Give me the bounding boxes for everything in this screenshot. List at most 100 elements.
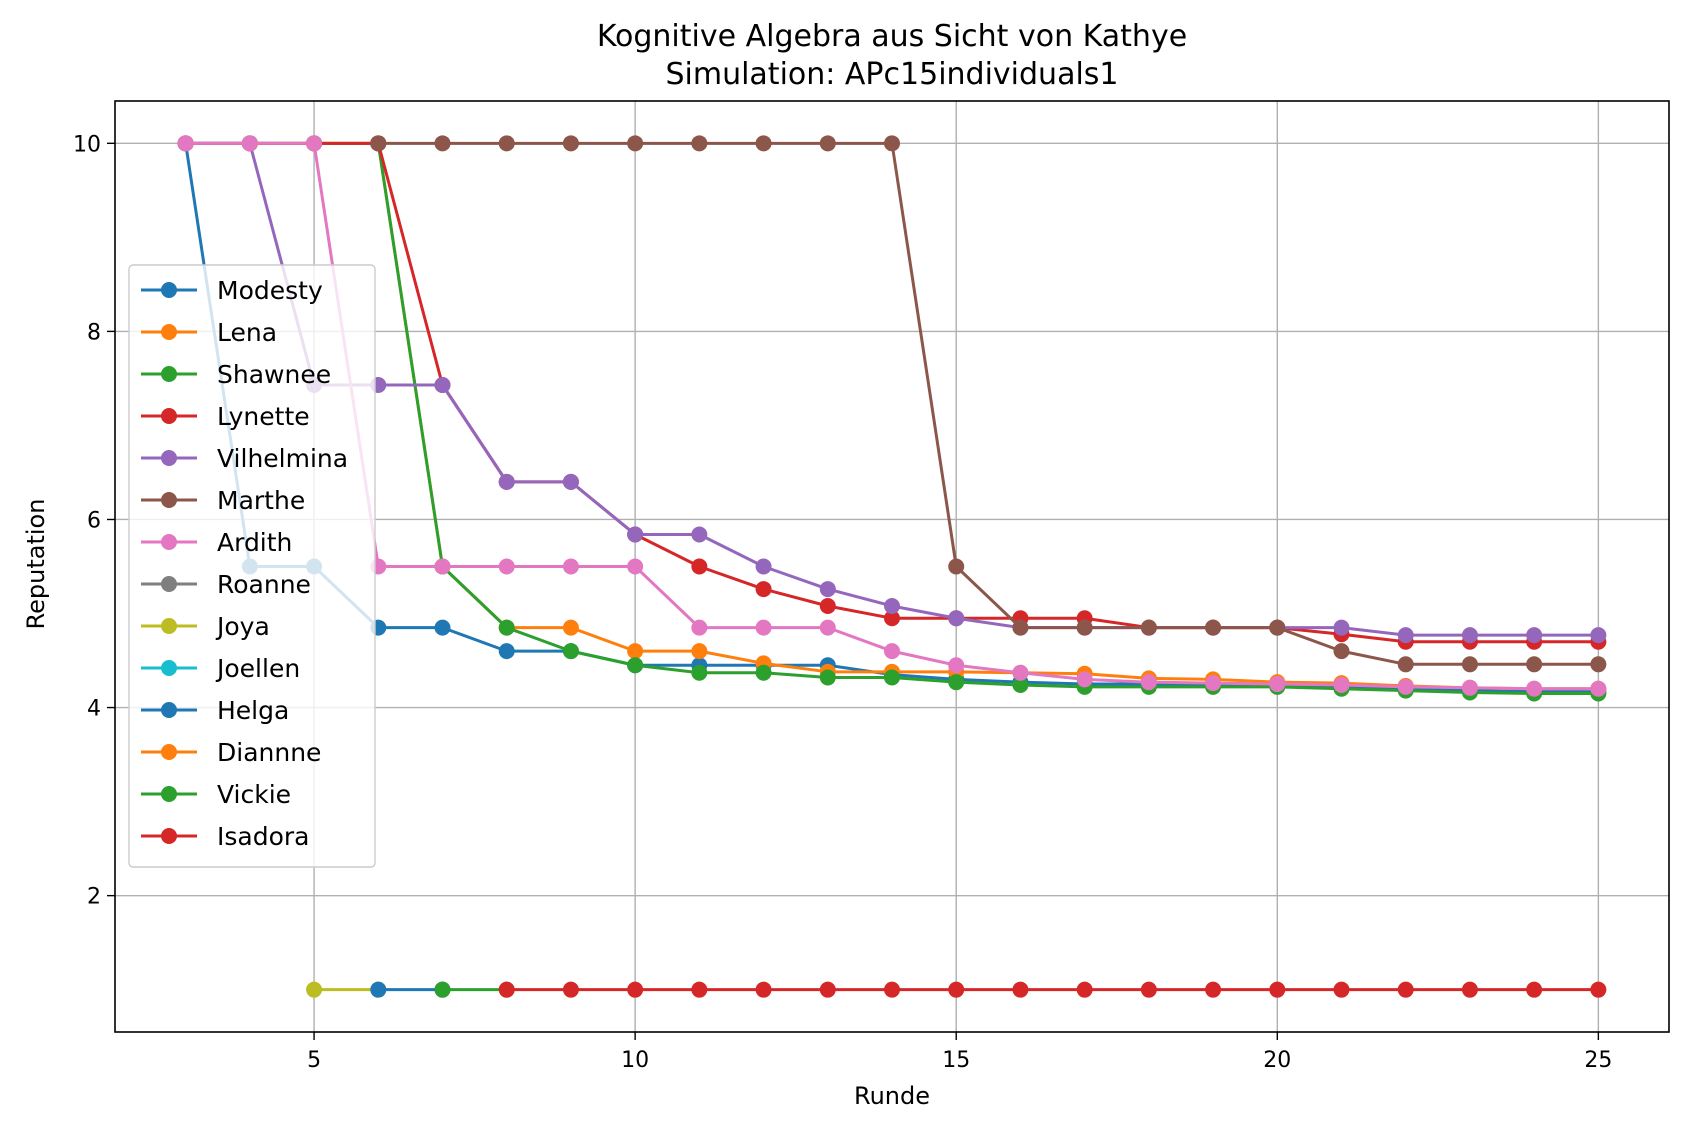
data-point (819, 619, 836, 636)
legend-item: Diannne (141, 738, 321, 767)
data-point (1012, 619, 1029, 636)
y-tick-label: 10 (73, 132, 101, 157)
legend-item: Lena (141, 318, 277, 347)
legend-item: Isadora (141, 822, 309, 851)
data-point (884, 669, 900, 686)
y-tick-label: 6 (87, 508, 101, 533)
data-point (691, 558, 708, 575)
x-tick-label: 15 (942, 1048, 970, 1073)
data-point (562, 619, 579, 636)
data-point (819, 135, 836, 152)
legend-item: Marthe (141, 486, 305, 515)
legend-item: Roanne (141, 570, 311, 599)
x-tick-label: 10 (621, 1048, 649, 1073)
data-point (691, 526, 708, 543)
data-point (177, 135, 194, 152)
data-point (562, 558, 579, 575)
data-point (434, 135, 451, 152)
data-point (755, 981, 772, 998)
data-point (819, 581, 836, 598)
data-point (1526, 627, 1543, 644)
legend-item: Helga (141, 696, 289, 725)
data-point (1333, 619, 1350, 636)
chart-title: Kognitive Algebra aus Sicht von Kathye (597, 19, 1187, 54)
data-point (755, 558, 772, 575)
data-point (1205, 981, 1222, 998)
legend-item: Modesty (141, 276, 323, 305)
data-point (498, 473, 515, 490)
chart-subtitle: Simulation: APc15individuals1 (665, 57, 1118, 92)
data-point (1140, 619, 1157, 636)
legend-marker (161, 492, 177, 508)
data-point (819, 669, 836, 686)
legend-label: Lena (217, 318, 277, 347)
data-point (691, 619, 708, 636)
legend-marker (161, 786, 177, 802)
axis-ticks: 5 10 15 20 25 2 4 6 8 10 (73, 132, 1612, 1073)
x-axis-label: Runde (854, 1082, 930, 1110)
data-point (691, 643, 708, 660)
data-point (1333, 676, 1350, 693)
legend-label: Diannne (217, 738, 321, 767)
data-point (1333, 981, 1350, 998)
legend-label: Joellen (215, 654, 300, 683)
y-tick-label: 4 (87, 697, 101, 722)
data-point (819, 597, 836, 614)
data-point (627, 526, 644, 543)
data-point (562, 135, 579, 152)
data-point (1076, 619, 1093, 636)
data-point (1076, 671, 1093, 688)
data-point (627, 558, 644, 575)
data-point (306, 135, 323, 152)
data-point (498, 643, 515, 660)
legend-label: Shawnee (217, 360, 331, 389)
legend-label: Vickie (217, 780, 291, 809)
data-point (884, 981, 900, 998)
data-point (627, 981, 644, 998)
data-point (1526, 981, 1543, 998)
data-point (884, 643, 900, 660)
data-point (1590, 680, 1607, 697)
data-point (1012, 981, 1029, 998)
legend-item: Shawnee (141, 360, 331, 389)
legend-marker (161, 366, 177, 382)
data-point (755, 619, 772, 636)
data-point (755, 664, 772, 681)
y-tick-label: 8 (87, 320, 101, 345)
legend-marker (161, 534, 177, 550)
legend-marker (161, 744, 177, 760)
data-point (948, 674, 965, 691)
x-tick-label: 5 (307, 1048, 321, 1073)
data-point (1397, 981, 1414, 998)
data-point (691, 135, 708, 152)
data-point (1397, 627, 1414, 644)
data-point (1076, 981, 1093, 998)
x-tick-label: 25 (1584, 1048, 1612, 1073)
data-point (241, 135, 258, 152)
legend-marker (161, 408, 177, 424)
legend-marker (161, 324, 177, 340)
y-tick-label: 2 (87, 885, 101, 910)
data-point (884, 135, 900, 152)
legend-item: Joellen (141, 654, 300, 683)
data-point (948, 981, 965, 998)
legend-marker (161, 828, 177, 844)
legend-label: Joya (215, 612, 270, 641)
legend-marker (161, 576, 177, 592)
legend-item: Joya (141, 612, 270, 641)
data-point (1140, 981, 1157, 998)
data-point (498, 558, 515, 575)
series-line (378, 141, 1599, 666)
data-point (1590, 981, 1607, 998)
legend-item: Vilhelmina (141, 444, 348, 473)
legend-label: Isadora (217, 822, 309, 851)
legend-label: Modesty (217, 276, 323, 305)
data-point (1269, 981, 1286, 998)
data-point (627, 643, 644, 660)
legend-label: Helga (217, 696, 289, 725)
legend-marker (161, 660, 177, 676)
data-point (1590, 656, 1607, 673)
y-axis-label: Reputation (22, 499, 50, 630)
data-point (1461, 627, 1478, 644)
legend: Modesty Lena Shawnee Lynette Vilhelmina Marth… (128, 264, 376, 868)
